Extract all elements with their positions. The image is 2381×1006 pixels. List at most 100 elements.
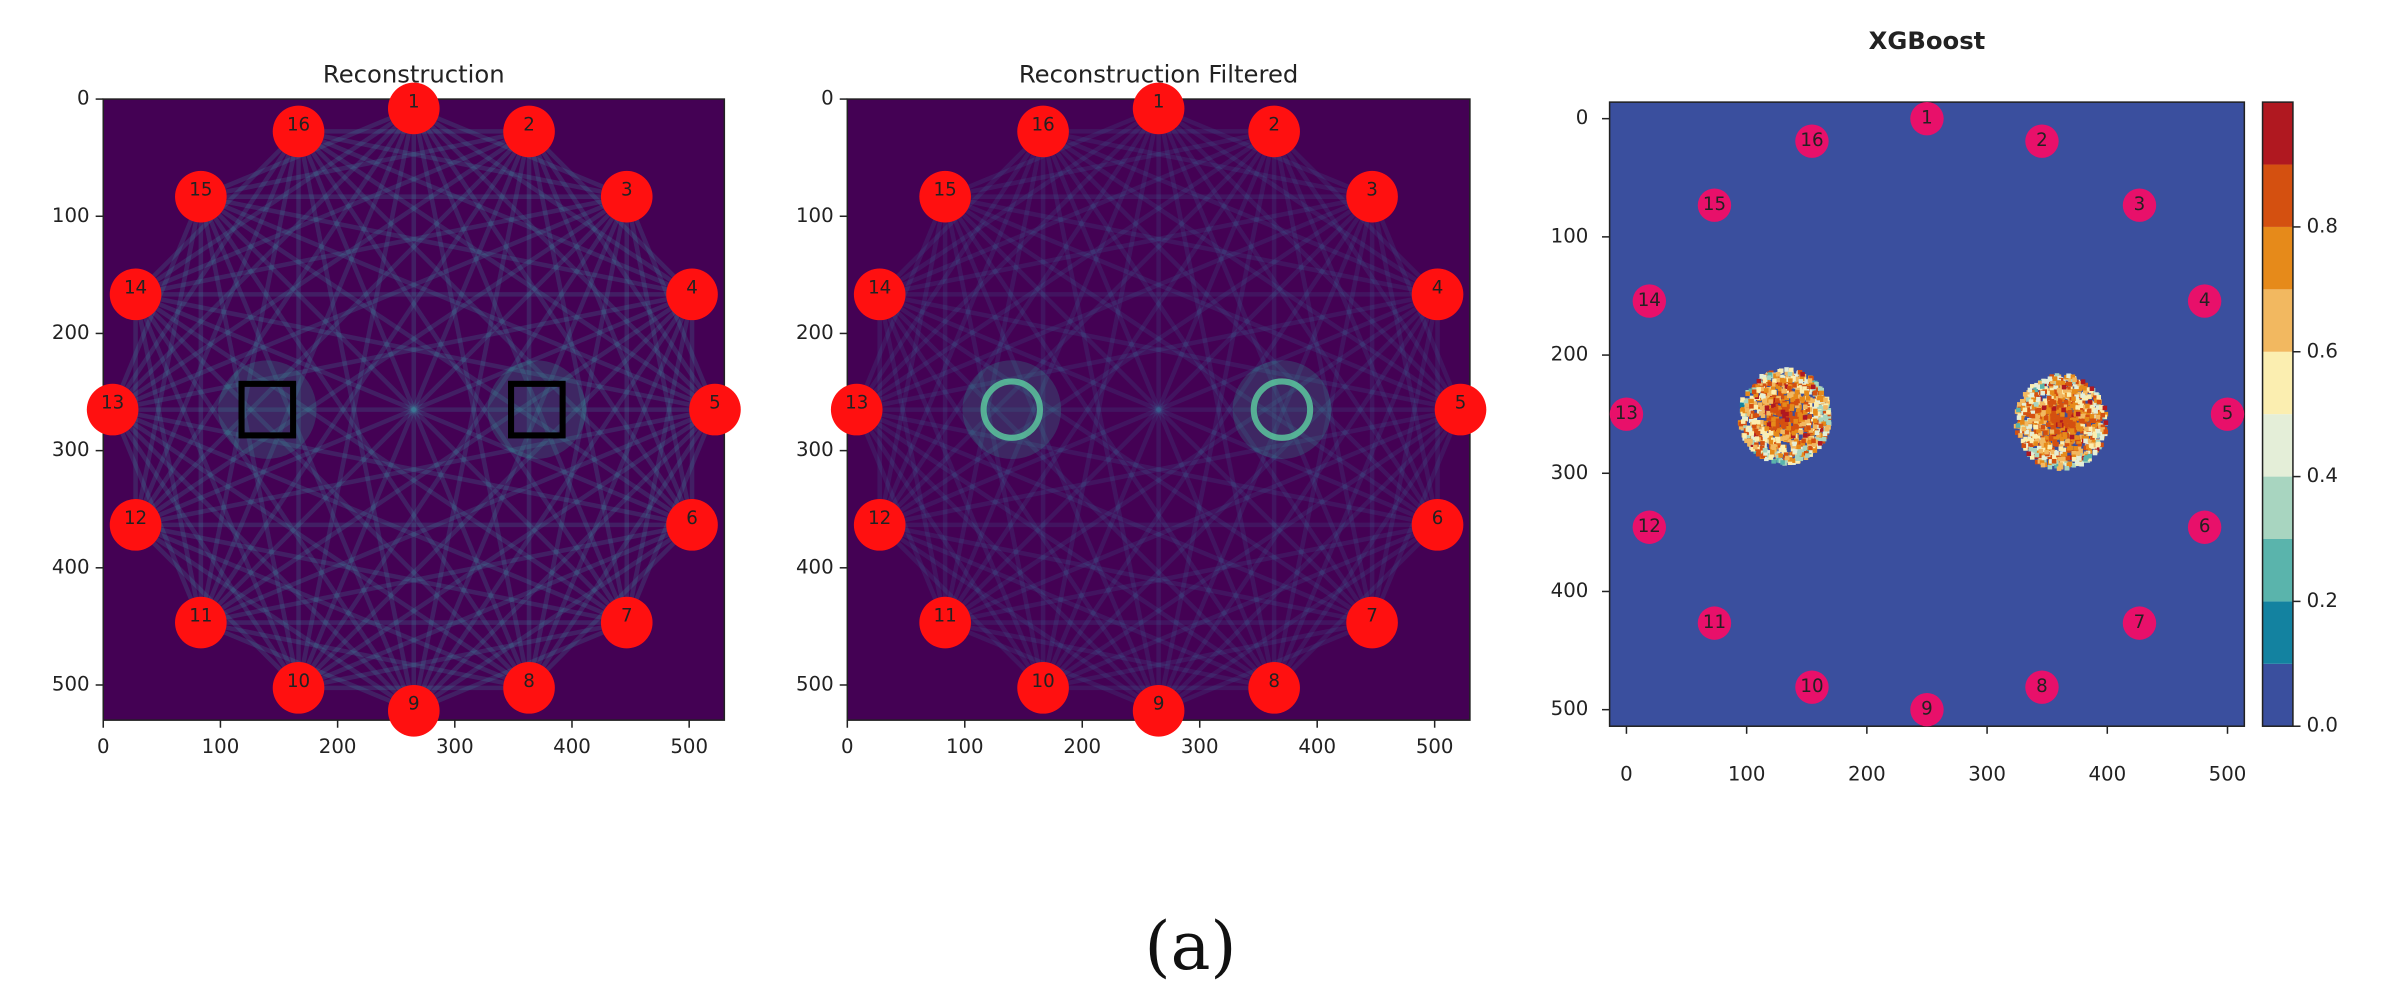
pixel [2016, 407, 2021, 413]
pixel [1793, 418, 1799, 424]
pixel [1748, 388, 1754, 394]
pixel [2058, 393, 2063, 399]
ray [526, 130, 695, 526]
pixel [2095, 414, 2101, 420]
pixel [2096, 428, 2101, 434]
pixel [2100, 424, 2106, 430]
pixel [2092, 423, 2097, 429]
electrode-label: 4 [2199, 290, 2211, 311]
pixel [1784, 367, 1789, 372]
pixel [1785, 404, 1791, 409]
pixel [2094, 398, 2099, 403]
pixel [1765, 378, 1771, 384]
pixel [2043, 430, 2048, 435]
pixel [2071, 450, 2077, 456]
pixel [1783, 380, 1789, 386]
pixel [2086, 422, 2091, 427]
colorbar-tick-label: 0.2 [2307, 589, 2338, 612]
pixel [2034, 413, 2040, 419]
pixel [1826, 410, 1831, 415]
pixel [1801, 417, 1806, 423]
pixel [1821, 436, 1827, 442]
pixel [2046, 390, 2051, 396]
pixel [2083, 438, 2088, 444]
electrode-label: 5 [709, 393, 721, 414]
pixel [1822, 414, 1828, 420]
colorbar-swatch [2262, 476, 2293, 539]
colorbar-tick-label: 0.6 [2307, 339, 2338, 362]
electrode [600, 170, 653, 223]
pixel [2058, 407, 2064, 413]
pixel [1780, 423, 1786, 428]
colorbar-tick-label: 0.4 [2307, 464, 2338, 487]
ray [856, 407, 1438, 528]
pixel [2070, 374, 2076, 380]
electrode-label: 5 [2222, 403, 2234, 424]
ray [1040, 108, 1161, 689]
pixel [1793, 423, 1798, 429]
pixel [2082, 385, 2087, 391]
pixel [1759, 405, 1765, 411]
pixel [2037, 380, 2043, 386]
pixel [1804, 390, 1809, 395]
pixel [2073, 388, 2078, 394]
pixel [2044, 449, 2049, 455]
pixel [2089, 414, 2095, 419]
pixel [1796, 382, 1802, 388]
pixel [1762, 399, 1768, 404]
pixel [1744, 403, 1750, 408]
pixel [2060, 426, 2066, 431]
pixel [1779, 436, 1785, 441]
caption: (a) [1145, 907, 1237, 985]
y-tick-label: 100 [1551, 224, 1589, 247]
pixel [2050, 446, 2055, 452]
pixel [1821, 421, 1826, 427]
pixel [2092, 433, 2098, 438]
pixel [2029, 431, 2035, 437]
pixel [1824, 426, 1830, 432]
pixel [1784, 407, 1789, 412]
pixel [1740, 405, 1746, 411]
pixel [2084, 436, 2089, 441]
pixel [2081, 435, 2087, 440]
pixel [2056, 466, 2062, 471]
pixel [2060, 441, 2065, 446]
pixel [2026, 390, 2032, 395]
pixel [2036, 453, 2042, 459]
electrode-label: 15 [189, 180, 212, 201]
pixel [1748, 418, 1754, 423]
pixel [2044, 435, 2049, 441]
glow [487, 360, 587, 459]
pixel [1803, 433, 1808, 438]
ring [1250, 378, 1314, 441]
ray [411, 195, 629, 712]
pixel [1756, 378, 1762, 384]
pixel [2087, 431, 2093, 436]
pixel [1801, 438, 1806, 444]
ray [1040, 130, 1277, 689]
pixel [2086, 394, 2092, 399]
pixel [1800, 441, 1806, 446]
pixel [1801, 421, 1806, 427]
pixel [1782, 431, 1787, 437]
pixel [1745, 411, 1750, 417]
pixel [2086, 408, 2092, 414]
ray [112, 407, 693, 528]
colorbar-tick-label: 0.8 [2307, 214, 2338, 237]
pixel [1784, 395, 1790, 400]
pixel [1770, 437, 1776, 443]
ray [944, 129, 1275, 199]
pixel [1807, 384, 1812, 390]
pixel [1808, 397, 1813, 402]
pixel [2029, 438, 2035, 444]
pixel [1745, 391, 1750, 397]
ray [1040, 130, 1277, 689]
ray [1156, 107, 1440, 527]
electrode-label: 13 [845, 393, 868, 414]
pixel [2085, 403, 2090, 409]
ray [943, 195, 1374, 625]
pixel [2072, 428, 2077, 433]
pixel [2069, 434, 2075, 440]
pixel [1770, 386, 1776, 392]
